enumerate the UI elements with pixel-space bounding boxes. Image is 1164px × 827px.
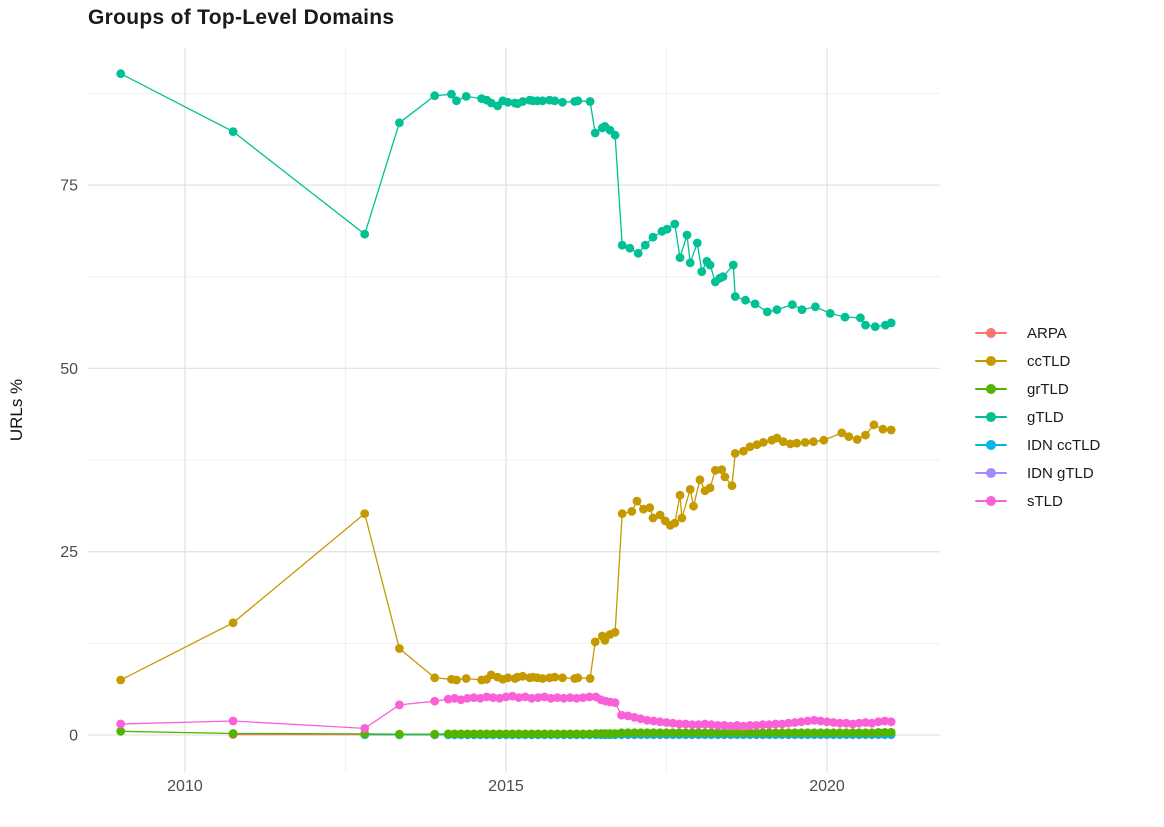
legend-key-icon [975,467,1007,479]
y-tick-label: 50 [60,361,78,378]
series-grtld [116,726,896,739]
legend-item-idn-cctld: IDN ccTLD [975,431,1100,459]
legend-item-idn-gtld: IDN gTLD [975,459,1100,487]
legend-label: grTLD [1027,380,1069,398]
legend-key-icon [975,411,1007,423]
legend-key-icon [975,495,1007,507]
x-tick-label: 2015 [488,778,524,795]
x-axis-tick-labels: 2010 2015 2020 [167,778,845,795]
series-stld [116,691,896,733]
series-cctld [116,420,896,685]
legend-item-gtld: gTLD [975,403,1100,431]
y-axis-tick-labels: 0 25 50 75 [60,178,78,745]
y-axis-title: URLs % [7,379,26,441]
legend-item-cctld: ccTLD [975,347,1100,375]
gridlines-major [88,48,940,772]
chart-title: Groups of Top-Level Domains [88,6,395,29]
legend-key-icon [975,383,1007,395]
legend-label: ARPA [1027,324,1067,342]
legend-label: IDN ccTLD [1027,436,1101,454]
legend-item-grtld: grTLD [975,375,1100,403]
legend-key-icon [975,327,1007,339]
legend-label: IDN gTLD [1027,464,1094,482]
gridlines-minor [88,48,940,772]
legend-label: gTLD [1027,408,1064,426]
x-tick-label: 2020 [809,778,845,795]
x-tick-label: 2010 [167,778,203,795]
y-tick-label: 0 [69,727,78,744]
legend-item-stld: sTLD [975,487,1100,515]
legend-label: sTLD [1027,492,1063,510]
legend: ARPA ccTLD grTLD gTLD IDN ccTLD IDN gTLD… [975,319,1100,515]
y-tick-label: 25 [60,544,78,561]
legend-label: ccTLD [1027,352,1071,370]
data-series-layer [116,69,896,740]
legend-item-arpa: ARPA [975,319,1100,347]
legend-key-icon [975,439,1007,451]
y-tick-label: 75 [60,178,78,195]
series-gtld [116,69,896,331]
legend-key-icon [975,355,1007,367]
